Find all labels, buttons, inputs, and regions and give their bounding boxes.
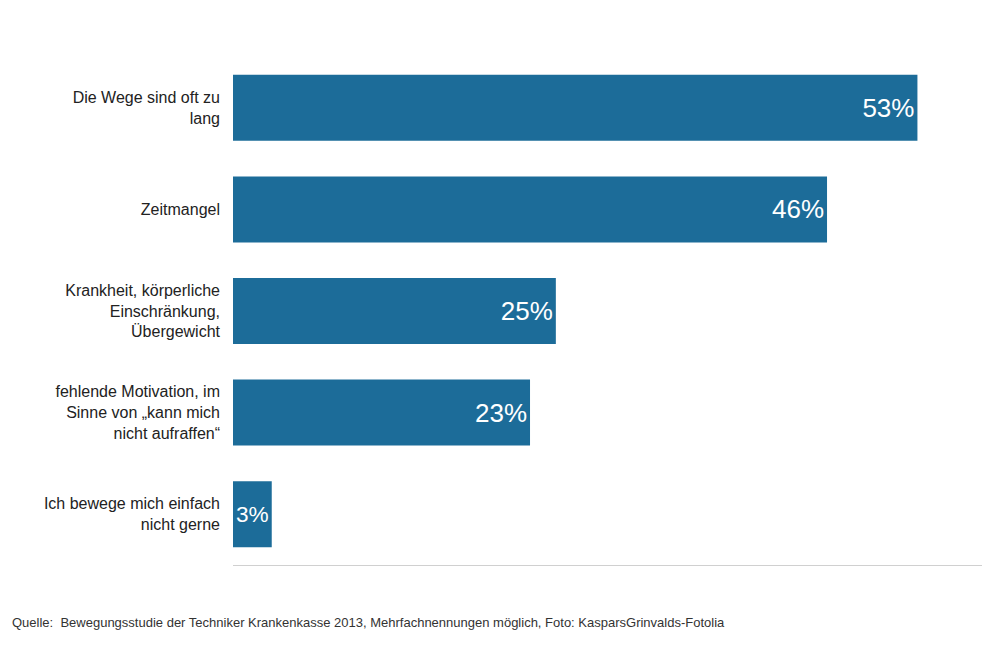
svg-text:Zeitmangel: Zeitmangel bbox=[141, 201, 220, 218]
svg-text:Quelle: Bewegungsstudie der T: Quelle: Bewegungsstudie der Techniker Kr… bbox=[12, 615, 725, 630]
svg-text:3%: 3% bbox=[236, 501, 269, 527]
svg-text:fehlende Motivation, imSinne v: fehlende Motivation, imSinne von „kann m… bbox=[55, 383, 220, 442]
svg-text:Die Wege sind oft zulang: Die Wege sind oft zulang bbox=[73, 89, 220, 127]
svg-text:23%: 23% bbox=[475, 398, 527, 428]
svg-text:53%: 53% bbox=[862, 93, 914, 123]
svg-text:25%: 25% bbox=[501, 296, 553, 326]
svg-text:Ich bewege mich einfachnicht g: Ich bewege mich einfachnicht gerne bbox=[44, 495, 220, 533]
svg-text:Krankheit, körperlicheEinschrä: Krankheit, körperlicheEinschränkung,Über… bbox=[65, 282, 220, 341]
svg-text:46%: 46% bbox=[772, 194, 824, 224]
